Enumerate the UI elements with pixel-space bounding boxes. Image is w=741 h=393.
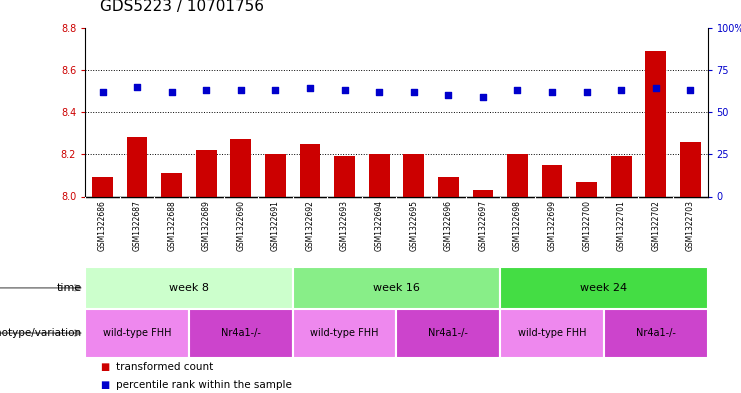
- Bar: [500, 309, 604, 358]
- Bar: [369, 154, 390, 196]
- Text: week 8: week 8: [169, 283, 209, 293]
- Text: genotype/variation: genotype/variation: [0, 328, 82, 338]
- Text: time: time: [56, 283, 82, 293]
- Point: [511, 87, 523, 93]
- Bar: [299, 144, 320, 196]
- Text: GSM1322687: GSM1322687: [133, 200, 142, 251]
- Text: wild-type FHH: wild-type FHH: [103, 328, 171, 338]
- Text: wild-type FHH: wild-type FHH: [310, 328, 379, 338]
- Bar: [507, 154, 528, 196]
- Point: [131, 83, 143, 90]
- Text: GSM1322692: GSM1322692: [305, 200, 314, 251]
- Bar: [500, 267, 708, 309]
- Bar: [92, 178, 113, 196]
- Bar: [85, 267, 293, 309]
- Point: [304, 85, 316, 92]
- Bar: [542, 165, 562, 196]
- Text: percentile rank within the sample: percentile rank within the sample: [116, 380, 292, 390]
- Text: GSM1322688: GSM1322688: [167, 200, 176, 251]
- Point: [339, 87, 350, 93]
- Bar: [265, 154, 286, 196]
- Point: [373, 88, 385, 95]
- Bar: [396, 309, 500, 358]
- Point: [96, 88, 108, 95]
- Bar: [438, 178, 459, 196]
- Bar: [611, 156, 631, 196]
- Point: [235, 87, 247, 93]
- Text: GSM1322694: GSM1322694: [375, 200, 384, 251]
- Text: transformed count: transformed count: [116, 362, 213, 373]
- Text: GSM1322700: GSM1322700: [582, 200, 591, 251]
- Point: [408, 88, 419, 95]
- Text: Nr4a1-/-: Nr4a1-/-: [221, 328, 261, 338]
- Text: GSM1322693: GSM1322693: [340, 200, 349, 251]
- Bar: [645, 51, 666, 196]
- Text: GSM1322689: GSM1322689: [202, 200, 210, 251]
- Point: [442, 92, 454, 98]
- Point: [685, 87, 697, 93]
- Text: ■: ■: [100, 362, 109, 373]
- Text: GSM1322699: GSM1322699: [548, 200, 556, 251]
- Text: Nr4a1-/-: Nr4a1-/-: [428, 328, 468, 338]
- Bar: [189, 309, 293, 358]
- Text: GSM1322698: GSM1322698: [513, 200, 522, 251]
- Bar: [162, 173, 182, 196]
- Point: [546, 88, 558, 95]
- Bar: [604, 309, 708, 358]
- Bar: [576, 182, 597, 196]
- Bar: [85, 309, 189, 358]
- Text: week 16: week 16: [373, 283, 420, 293]
- Bar: [196, 150, 216, 196]
- Text: week 24: week 24: [580, 283, 628, 293]
- Point: [270, 87, 282, 93]
- Text: Nr4a1-/-: Nr4a1-/-: [636, 328, 676, 338]
- Bar: [334, 156, 355, 196]
- Text: GSM1322691: GSM1322691: [271, 200, 280, 251]
- Bar: [293, 309, 396, 358]
- Point: [200, 87, 212, 93]
- Point: [615, 87, 627, 93]
- Text: GSM1322697: GSM1322697: [479, 200, 488, 251]
- Text: GSM1322695: GSM1322695: [409, 200, 418, 251]
- Point: [166, 88, 178, 95]
- Text: wild-type FHH: wild-type FHH: [518, 328, 586, 338]
- Text: GSM1322703: GSM1322703: [686, 200, 695, 251]
- Point: [477, 94, 489, 100]
- Bar: [293, 267, 500, 309]
- Text: GSM1322696: GSM1322696: [444, 200, 453, 251]
- Bar: [680, 141, 701, 196]
- Point: [581, 88, 593, 95]
- Bar: [403, 154, 424, 196]
- Bar: [127, 138, 147, 196]
- Bar: [473, 190, 494, 196]
- Bar: [230, 140, 251, 196]
- Text: GDS5223 / 10701756: GDS5223 / 10701756: [100, 0, 264, 14]
- Point: [650, 85, 662, 92]
- Text: ■: ■: [100, 380, 109, 390]
- Text: GSM1322702: GSM1322702: [651, 200, 660, 251]
- Text: GSM1322686: GSM1322686: [98, 200, 107, 251]
- Text: GSM1322701: GSM1322701: [617, 200, 625, 251]
- Text: GSM1322690: GSM1322690: [236, 200, 245, 251]
